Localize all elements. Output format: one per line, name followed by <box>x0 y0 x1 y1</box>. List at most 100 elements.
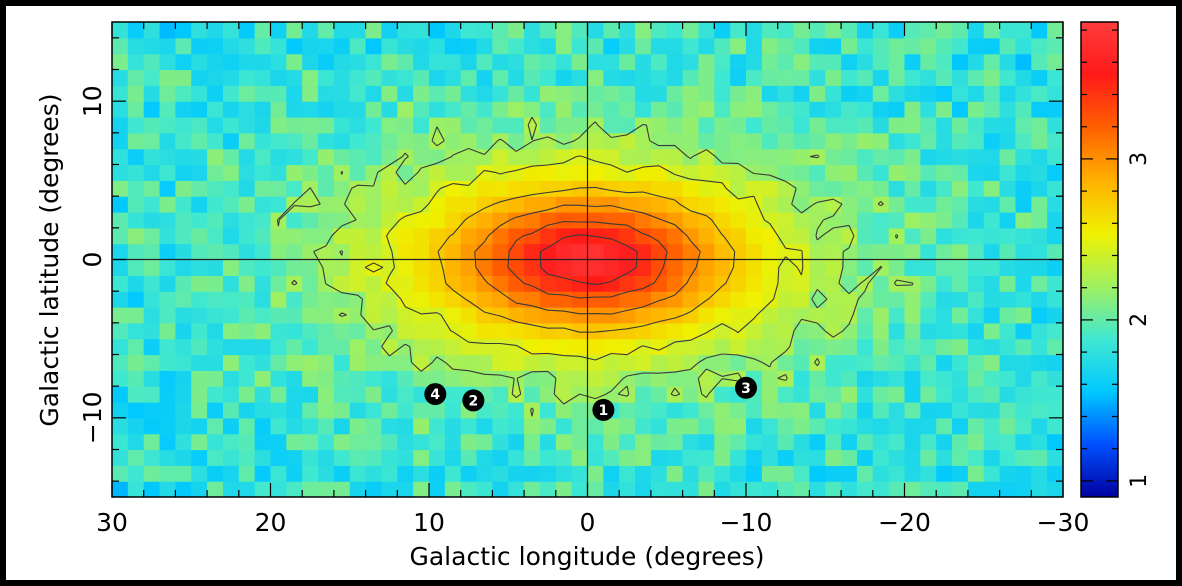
heatmap-cell <box>349 132 367 150</box>
contour-line <box>539 234 638 285</box>
heatmap-cell <box>397 148 414 166</box>
heatmap-cell <box>318 402 335 419</box>
heatmap-cell <box>460 22 478 39</box>
heatmap-cell <box>159 148 176 166</box>
heatmap-cell <box>698 85 715 102</box>
heatmap-cell <box>191 386 208 403</box>
heatmap-cell <box>730 291 747 308</box>
heatmap-cell <box>492 196 509 213</box>
heatmap-cell <box>952 85 969 102</box>
heatmap-cell <box>302 449 319 466</box>
heatmap-cell <box>698 322 715 340</box>
heatmap-cell <box>222 148 240 166</box>
heatmap-cell <box>777 196 795 213</box>
heatmap-cell <box>761 101 779 118</box>
heatmap-cell <box>730 243 747 261</box>
heatmap-cell <box>603 243 620 261</box>
heatmap-cell <box>761 449 779 466</box>
heatmap-cell <box>365 243 383 261</box>
heatmap-cell <box>888 117 906 134</box>
heatmap-cell <box>967 481 985 497</box>
heatmap-cell <box>872 148 890 166</box>
heatmap-cell <box>730 433 747 451</box>
heatmap-cell <box>888 180 906 197</box>
heatmap-cell <box>856 449 874 466</box>
heatmap-cell <box>1015 449 1032 466</box>
heatmap-cell <box>650 196 668 213</box>
heatmap-cell <box>714 37 731 55</box>
heatmap-cell <box>698 37 715 55</box>
heatmap-cell <box>714 148 731 166</box>
heatmap-cell <box>159 22 176 39</box>
heatmap-cell <box>333 307 351 324</box>
heatmap-cell <box>286 132 303 150</box>
heatmap-cell <box>983 148 1001 166</box>
heatmap-cell <box>127 275 145 292</box>
heatmap-cell <box>730 212 747 229</box>
heatmap-cell <box>714 449 731 466</box>
heatmap-cell <box>207 53 224 71</box>
heatmap-cell <box>872 307 890 324</box>
heatmap-cell <box>809 433 826 451</box>
heatmap-cell <box>967 465 985 482</box>
heatmap-cell <box>730 275 747 292</box>
heatmap-cell <box>397 37 414 55</box>
heatmap-cell <box>952 322 969 340</box>
heatmap-cell <box>318 291 335 308</box>
heatmap-cell <box>904 322 921 340</box>
heatmap-cell <box>318 196 335 213</box>
heatmap-cell <box>856 259 874 276</box>
heatmap-cell <box>492 164 509 181</box>
heatmap-cell <box>952 291 969 308</box>
heatmap-cell <box>603 117 620 134</box>
heatmap-cell <box>381 322 398 340</box>
heatmap-cell <box>492 465 509 482</box>
heatmap-cell <box>492 307 509 324</box>
heatmap-cell <box>349 386 367 403</box>
heatmap-cell <box>841 259 858 276</box>
heatmap-cell <box>191 259 208 276</box>
heatmap-cell <box>476 354 493 371</box>
heatmap-cell <box>888 243 906 261</box>
heatmap-cell <box>777 291 795 308</box>
heatmap-cell <box>952 69 969 86</box>
heatmap-cell <box>587 449 604 466</box>
heatmap-cell <box>429 101 446 118</box>
heatmap-cell <box>967 307 985 324</box>
heatmap-cell <box>967 386 985 403</box>
heatmap-cell <box>666 338 684 356</box>
heatmap-cell <box>872 481 890 497</box>
heatmap-cell <box>349 370 367 387</box>
heatmap-cell <box>349 417 367 435</box>
heatmap-cell <box>920 354 937 371</box>
heatmap-cell <box>967 370 985 387</box>
heatmap-cell <box>635 22 652 39</box>
heatmap-cell <box>698 212 715 229</box>
heatmap-cell <box>365 449 383 466</box>
heatmap-cell <box>920 69 937 86</box>
heatmap-cell <box>207 117 224 134</box>
heatmap-cell <box>635 322 652 340</box>
heatmap-cell <box>1047 275 1063 292</box>
heatmap-cell <box>872 212 890 229</box>
heatmap-cell <box>333 148 351 166</box>
heatmap-cell <box>222 180 240 197</box>
heatmap-cell <box>112 117 129 134</box>
heatmap-cell <box>508 53 525 71</box>
heatmap-cell <box>460 101 478 118</box>
colorbar-tick-label: 3 <box>1127 152 1152 166</box>
heatmap-cell <box>698 291 715 308</box>
heatmap-cell <box>1047 402 1063 419</box>
heatmap-cell <box>127 433 145 451</box>
heatmap-cell <box>761 354 779 371</box>
heatmap-cell <box>619 338 636 356</box>
heatmap-cell <box>904 53 921 71</box>
heatmap-cell <box>587 275 604 292</box>
heatmap-cell <box>365 307 383 324</box>
heatmap-cell <box>318 37 335 55</box>
heatmap-cell <box>159 275 176 292</box>
heatmap-cell <box>349 37 367 55</box>
heatmap-cell <box>333 291 351 308</box>
heatmap-cell <box>254 132 272 150</box>
heatmap-cell <box>444 196 462 213</box>
